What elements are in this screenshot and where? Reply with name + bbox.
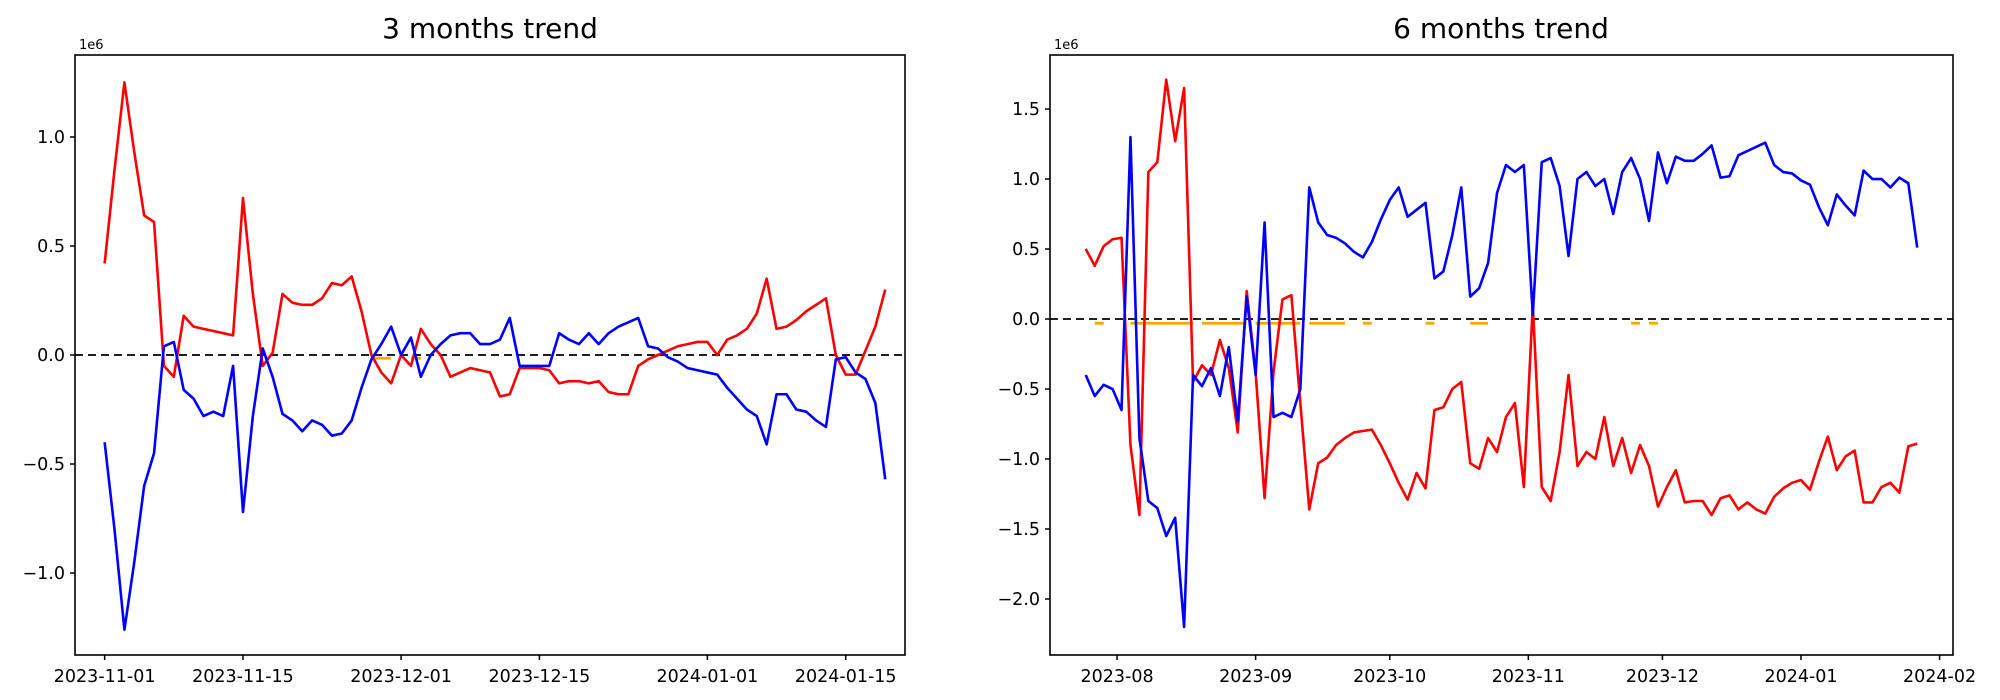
- x-tick-label: 2024-01: [1764, 667, 1837, 687]
- x-tick-label: 2023-11: [1492, 667, 1565, 687]
- axis-offset-label: 1e6: [79, 38, 104, 53]
- y-tick-label: 0.5: [37, 237, 65, 257]
- red-series-line: [1084, 78, 1918, 517]
- blue-series-line: [1084, 135, 1919, 629]
- x-tick-label: 2023-11-15: [192, 667, 294, 687]
- y-tick-label: −1.0: [998, 450, 1041, 470]
- x-tick-label: 2023-12-01: [350, 667, 452, 687]
- x-tick-label: 2024-01-15: [795, 667, 897, 687]
- axis-offset-label: 1e6: [1054, 38, 1079, 53]
- x-tick-label: 2023-12-15: [489, 667, 591, 687]
- x-tick-label: 2023-09: [1219, 667, 1292, 687]
- x-tick-label: 2023-12: [1626, 667, 1699, 687]
- y-tick-label: −2.0: [998, 590, 1041, 610]
- y-tick-label: −0.5: [23, 455, 66, 475]
- red-series-line: [103, 81, 887, 398]
- y-tick-label: 1.0: [1012, 170, 1040, 190]
- six-month-chart: 6 months trend 1e6 2023-08 2023-09 2023-10…: [998, 12, 1977, 687]
- x-tick-label: 2024-01-01: [657, 667, 759, 687]
- x-tick-label: 2023-10: [1353, 667, 1426, 687]
- y-tick-label: 0.0: [37, 346, 65, 366]
- blue-series-line: [103, 316, 887, 632]
- y-tick-label: 1.0: [37, 128, 65, 148]
- y-tick-label: −0.5: [998, 380, 1041, 400]
- y-tick-label: −1.5: [998, 520, 1041, 540]
- y-tick-label: −1.0: [23, 564, 66, 584]
- y-tick-label: 1.5: [1012, 100, 1040, 120]
- y-tick-label: 0.0: [1012, 310, 1040, 330]
- chart-title: 6 months trend: [1393, 12, 1609, 45]
- y-tick-label: 0.5: [1012, 240, 1040, 260]
- x-tick-label: 2023-08: [1080, 667, 1153, 687]
- chart-title: 3 months trend: [382, 12, 598, 45]
- three-month-chart: 3 months trend 1e6 2023-11-01 2023-11-15 2…: [23, 12, 906, 687]
- plot-frame: [1049, 54, 1954, 656]
- x-tick-label: 2023-11-01: [54, 667, 156, 687]
- x-tick-label: 2024-02: [1903, 667, 1976, 687]
